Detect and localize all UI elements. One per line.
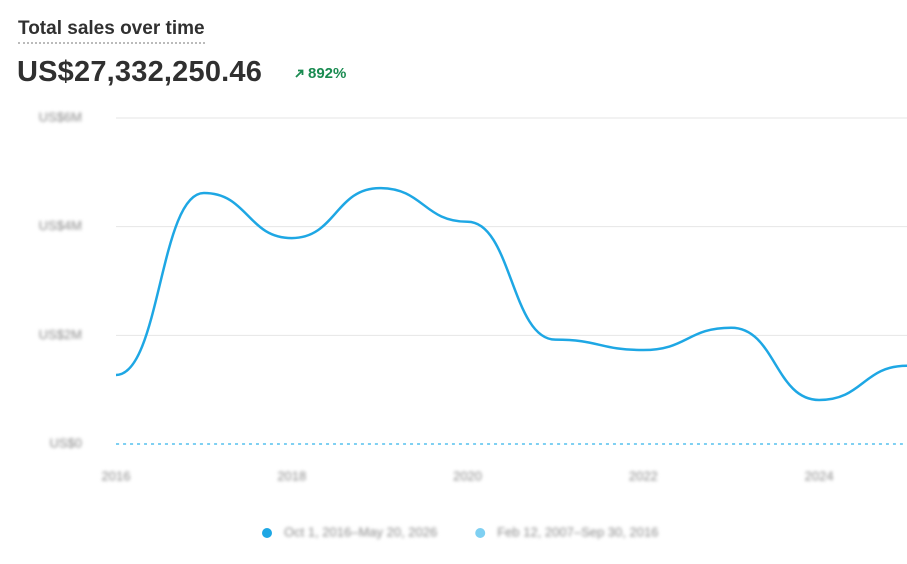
y-tick-label: US$6M (39, 109, 82, 124)
legend-marker (262, 528, 272, 538)
change: 892% (294, 65, 346, 82)
legend-item[interactable]: Oct 1, 2016–May 20, 2026 (262, 524, 437, 539)
y-tick-label: US$4M (39, 218, 82, 233)
legend-label: Feb 12, 2007–Sep 30, 2016 (497, 524, 658, 539)
series-line (115, 186, 907, 402)
legend-label: Oct 1, 2016–May 20, 2026 (284, 524, 437, 539)
x-tick-label: 2022 (629, 468, 658, 483)
x-tick-label: 2024 (805, 468, 834, 483)
x-tick-label: 2018 (277, 468, 306, 483)
y-tick-label: US$0 (49, 435, 82, 450)
change-value: 892% (308, 65, 347, 82)
total-value: US$27,332,250.46 (17, 56, 263, 88)
arrow-icon (295, 69, 304, 78)
chart-title[interactable]: Total sales over time (18, 18, 205, 44)
legend-item[interactable]: Feb 12, 2007–Sep 30, 2016 (475, 524, 658, 539)
x-tick-label: 2020 (453, 468, 482, 483)
y-tick-label: US$2M (39, 327, 82, 342)
legend-marker (475, 528, 486, 538)
x-tick-label: 2016 (102, 468, 131, 483)
